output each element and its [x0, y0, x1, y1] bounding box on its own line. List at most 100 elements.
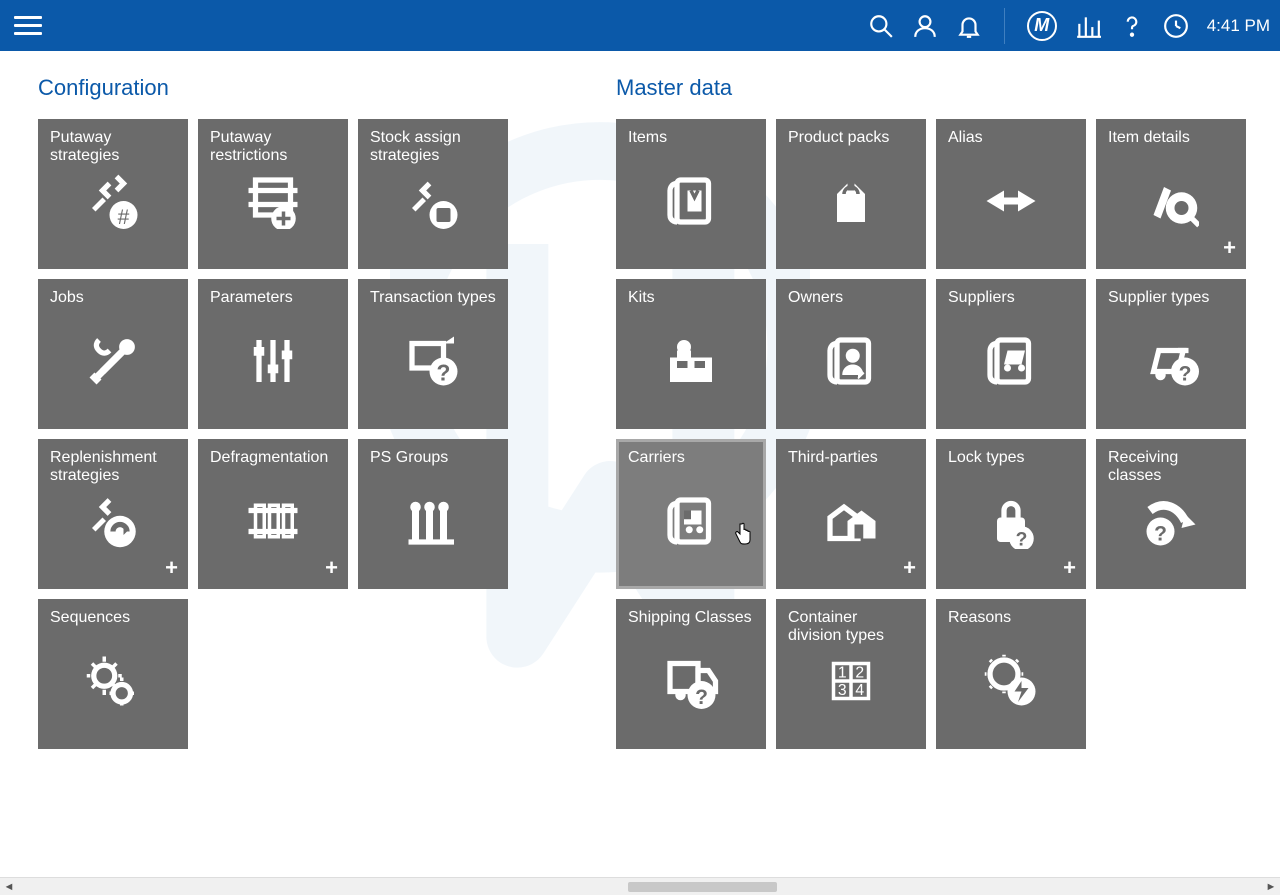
jobs-icon	[38, 333, 188, 389]
tile-label: Receiving classes	[1108, 449, 1234, 486]
scroll-thumb[interactable]	[628, 882, 777, 892]
owners-icon	[776, 333, 926, 389]
sequences-icon	[38, 653, 188, 709]
tile-label: Jobs	[50, 289, 176, 307]
clock-time: 4:41 PM	[1207, 16, 1270, 36]
tile-label: Putaway strategies	[50, 129, 176, 166]
tile-putaway-restrict[interactable]: Putaway restrictions	[198, 119, 348, 269]
app-logo-icon[interactable]: M	[1027, 11, 1057, 41]
kits-icon	[616, 333, 766, 389]
logo-letter: M	[1034, 15, 1049, 36]
grid-master-data: Items Product packs Alias Item details+ Kits…	[616, 119, 1256, 749]
plus-icon[interactable]: +	[1063, 555, 1076, 581]
itemdetails-icon	[1096, 173, 1246, 229]
tile-label: Stock assign strategies	[370, 129, 496, 166]
tile-locktypes[interactable]: Lock types +	[936, 439, 1086, 589]
tile-stock-assign[interactable]: Stock assign strategies	[358, 119, 508, 269]
tile-shipping[interactable]: Shipping Classes	[616, 599, 766, 749]
tile-reasons[interactable]: Reasons	[936, 599, 1086, 749]
transaction-icon	[358, 333, 508, 389]
search-icon[interactable]	[868, 13, 894, 39]
plus-icon[interactable]: +	[325, 555, 338, 581]
chart-icon[interactable]	[1075, 13, 1101, 39]
tile-label: Container division types	[788, 609, 914, 646]
clock-icon[interactable]	[1163, 13, 1189, 39]
replenish-icon	[38, 493, 188, 549]
tile-suppliertypes[interactable]: Supplier types	[1096, 279, 1246, 429]
section-title-configuration: Configuration	[38, 75, 538, 101]
tile-items[interactable]: Items	[616, 119, 766, 269]
section-configuration: Configuration Putaway strategiesPutaway …	[38, 75, 538, 749]
tile-label: Suppliers	[948, 289, 1074, 307]
shipping-icon	[616, 653, 766, 709]
thirdparties-icon	[776, 493, 926, 549]
tile-sequences[interactable]: Sequences	[38, 599, 188, 749]
horizontal-scrollbar[interactable]: ◄ ►	[0, 877, 1280, 895]
tile-replenish[interactable]: Replenishment strategies +	[38, 439, 188, 589]
tile-defrag[interactable]: Defragmentation +	[198, 439, 348, 589]
plus-icon[interactable]: +	[1223, 235, 1236, 261]
user-icon[interactable]	[912, 13, 938, 39]
menu-icon[interactable]	[14, 15, 42, 37]
tile-carriers[interactable]: Carriers	[616, 439, 766, 589]
tile-label: Putaway restrictions	[210, 129, 336, 166]
tile-label: PS Groups	[370, 449, 496, 467]
putaway-strat-icon	[38, 173, 188, 229]
plus-icon[interactable]: +	[903, 555, 916, 581]
grid-configuration: Putaway strategies Putaway restrictions St…	[38, 119, 538, 749]
help-icon[interactable]	[1119, 13, 1145, 39]
locktypes-icon	[936, 493, 1086, 549]
plus-icon[interactable]: +	[165, 555, 178, 581]
tile-label: Sequences	[50, 609, 176, 627]
stock-assign-icon	[358, 173, 508, 229]
defrag-icon	[198, 493, 348, 549]
tile-label: Lock types	[948, 449, 1074, 467]
tile-label: Product packs	[788, 129, 914, 147]
tile-packs[interactable]: Product packs	[776, 119, 926, 269]
alias-icon	[936, 173, 1086, 229]
tile-itemdetails[interactable]: Item details+	[1096, 119, 1246, 269]
tile-suppliers[interactable]: Suppliers	[936, 279, 1086, 429]
tile-label: Supplier types	[1108, 289, 1234, 307]
parameters-icon	[198, 333, 348, 389]
bell-icon[interactable]	[956, 13, 982, 39]
carriers-icon	[616, 493, 766, 549]
tile-label: Owners	[788, 289, 914, 307]
tile-label: Defragmentation	[210, 449, 336, 467]
tile-label: Parameters	[210, 289, 336, 307]
section-master-data: Master data ItemsProduct packsAliasItem …	[616, 75, 1256, 749]
tile-psgroups[interactable]: PS Groups	[358, 439, 508, 589]
tile-jobs[interactable]: Jobs	[38, 279, 188, 429]
separator	[1004, 8, 1005, 44]
psgroups-icon	[358, 493, 508, 549]
suppliertypes-icon	[1096, 333, 1246, 389]
tile-label: Replenishment strategies	[50, 449, 176, 486]
tile-label: Third-parties	[788, 449, 914, 467]
tile-thirdparties[interactable]: Third-parties +	[776, 439, 926, 589]
tile-kits[interactable]: Kits	[616, 279, 766, 429]
tile-label: Transaction types	[370, 289, 496, 307]
packs-icon	[776, 173, 926, 229]
scroll-left-arrow[interactable]: ◄	[0, 881, 18, 893]
putaway-restrict-icon	[198, 173, 348, 229]
tile-parameters[interactable]: Parameters	[198, 279, 348, 429]
tile-label: Alias	[948, 129, 1074, 147]
container-icon	[776, 653, 926, 709]
workspace: Configuration Putaway strategiesPutaway …	[0, 51, 1280, 749]
tile-owners[interactable]: Owners	[776, 279, 926, 429]
scroll-track[interactable]	[18, 880, 1262, 894]
tile-label: Items	[628, 129, 754, 147]
items-icon	[616, 173, 766, 229]
tile-receiving[interactable]: Receiving classes	[1096, 439, 1246, 589]
receiving-icon	[1096, 493, 1246, 549]
tile-transaction[interactable]: Transaction types	[358, 279, 508, 429]
top-bar: M 4:41 PM	[0, 0, 1280, 51]
tile-container[interactable]: Container division types	[776, 599, 926, 749]
tile-putaway-strat[interactable]: Putaway strategies	[38, 119, 188, 269]
tile-label: Carriers	[628, 449, 754, 467]
tile-alias[interactable]: Alias	[936, 119, 1086, 269]
tile-label: Shipping Classes	[628, 609, 754, 627]
tile-label: Kits	[628, 289, 754, 307]
suppliers-icon	[936, 333, 1086, 389]
scroll-right-arrow[interactable]: ►	[1262, 881, 1280, 893]
